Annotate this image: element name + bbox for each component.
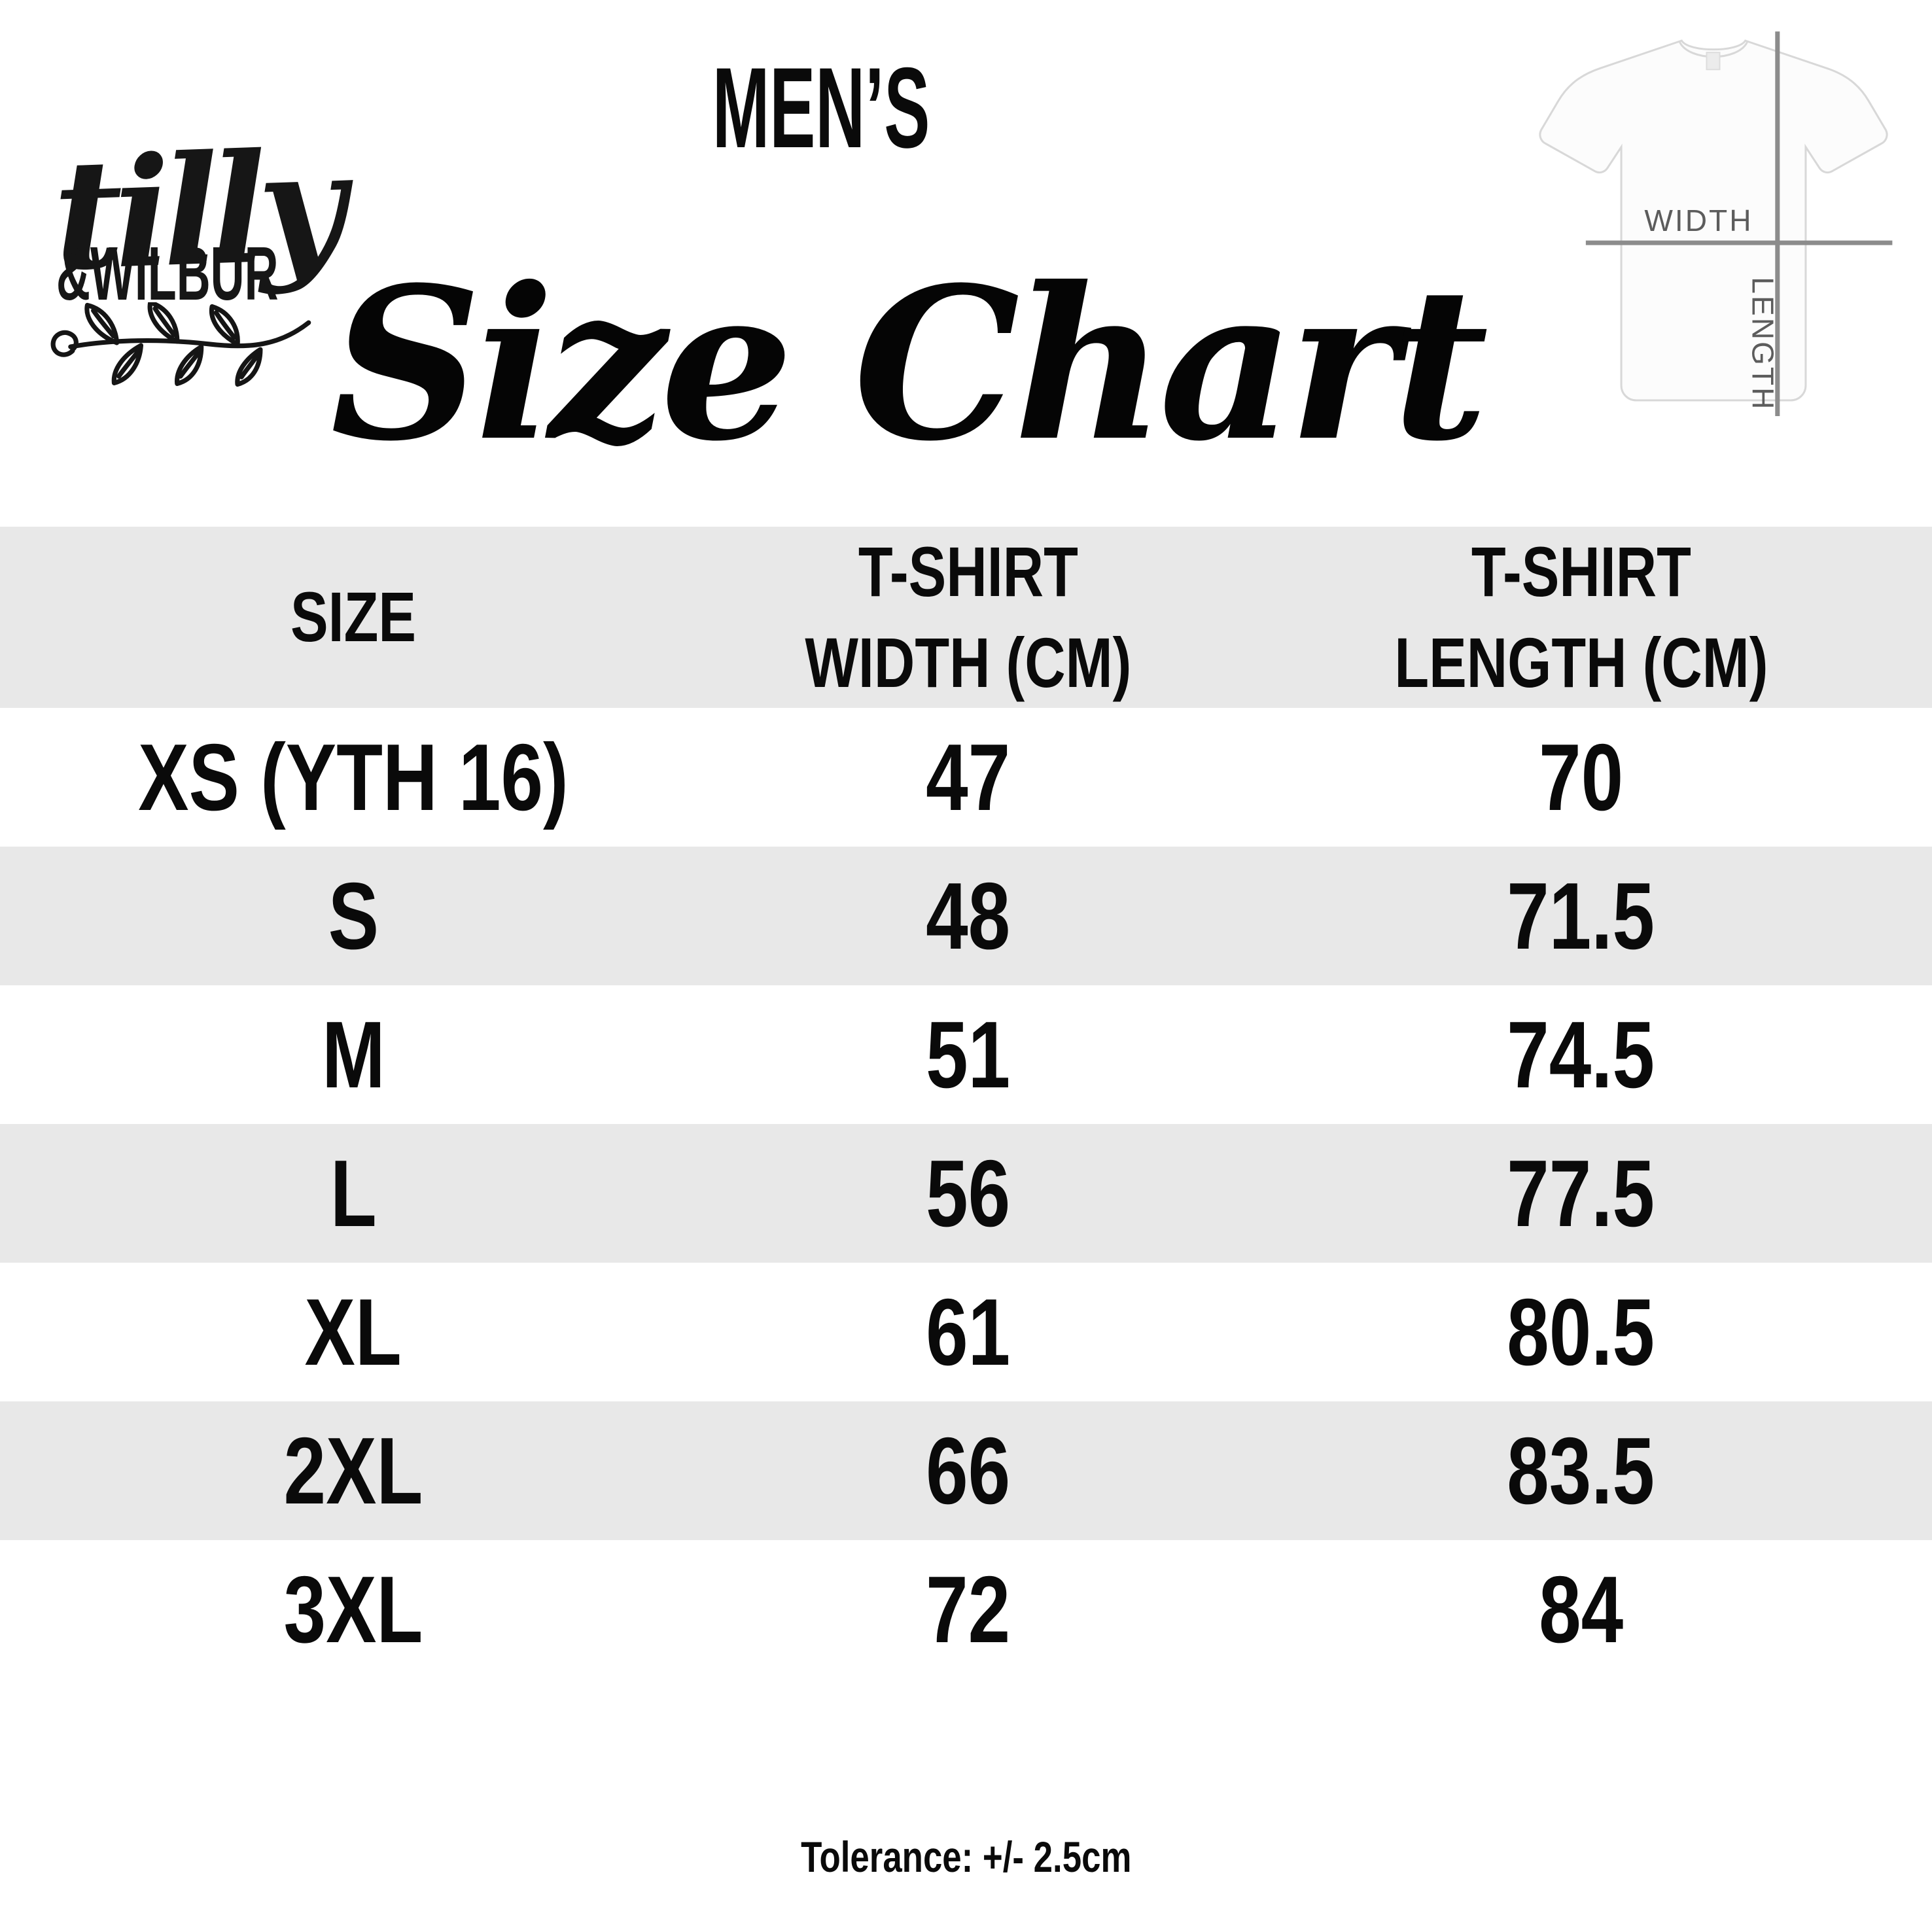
branch-leaf bbox=[209, 304, 240, 347]
size-cell-text: M bbox=[321, 1001, 385, 1108]
size-cell-text: 3XL bbox=[283, 1556, 423, 1662]
branch-leaf-vein bbox=[91, 308, 116, 339]
length-cell: 83.5 bbox=[1230, 1401, 1932, 1540]
width-cell: 61 bbox=[707, 1263, 1230, 1401]
size-cell-text: XL bbox=[304, 1278, 402, 1385]
branch-leaf bbox=[235, 347, 263, 387]
length-cell-text: 84 bbox=[1538, 1556, 1624, 1662]
length-cell: 80.5 bbox=[1230, 1263, 1932, 1401]
branch-leaf bbox=[175, 344, 204, 387]
width-cell-text: 66 bbox=[926, 1417, 1011, 1524]
branch-leaf-vein bbox=[152, 306, 177, 338]
table-row: L 56 77.5 bbox=[0, 1124, 1932, 1263]
size-cell: XS (YTH 16) bbox=[0, 708, 707, 847]
table-row: M 51 74.5 bbox=[0, 985, 1932, 1124]
size-cell: XL bbox=[0, 1263, 707, 1401]
category-heading: MEN’S bbox=[712, 44, 930, 172]
size-cell-text: S bbox=[328, 862, 379, 969]
table-header-row: SIZE T-SHIRT WIDTH (CM) T-SHIRT LENGTH (CM) bbox=[0, 527, 1932, 708]
page-title: Size Chart bbox=[330, 242, 1488, 487]
length-label: LENGTH bbox=[1746, 277, 1780, 411]
width-cell-text: 72 bbox=[926, 1556, 1011, 1662]
length-cell-text: 70 bbox=[1538, 724, 1624, 830]
column-header-2: T-SHIRT LENGTH (CM) bbox=[1230, 527, 1932, 708]
width-cell: 51 bbox=[707, 985, 1230, 1124]
length-cell-text: 74.5 bbox=[1507, 1001, 1655, 1108]
size-cell: S bbox=[0, 847, 707, 985]
table-row: S 48 71.5 bbox=[0, 847, 1932, 985]
tshirt-measurement-diagram: WIDTH LENGTH bbox=[1539, 31, 1893, 416]
length-cell-text: 83.5 bbox=[1507, 1417, 1655, 1524]
table-row: 3XL 72 84 bbox=[0, 1540, 1932, 1679]
branch-leaf bbox=[147, 302, 180, 344]
size-table: SIZE T-SHIRT WIDTH (CM) T-SHIRT LENGTH (CM) … bbox=[0, 527, 1932, 1679]
tshirt-neck-label bbox=[1706, 52, 1721, 71]
branch-leaf bbox=[111, 343, 144, 385]
width-cell-text: 48 bbox=[926, 862, 1011, 969]
width-cell-text: 61 bbox=[926, 1278, 1011, 1385]
width-cell: 56 bbox=[707, 1124, 1230, 1263]
width-cell: 47 bbox=[707, 708, 1230, 847]
size-cell: 3XL bbox=[0, 1540, 707, 1679]
table-row: XL 61 80.5 bbox=[0, 1263, 1932, 1401]
table-row: 2XL 66 83.5 bbox=[0, 1401, 1932, 1540]
table-row: XS (YTH 16) 47 70 bbox=[0, 708, 1932, 847]
size-cell-text: 2XL bbox=[283, 1417, 423, 1524]
size-cell: L bbox=[0, 1124, 707, 1263]
length-cell-text: 71.5 bbox=[1507, 862, 1655, 969]
branch-leaf bbox=[84, 302, 120, 345]
width-cell: 66 bbox=[707, 1401, 1230, 1540]
size-cell: 2XL bbox=[0, 1401, 707, 1540]
length-cell-text: 77.5 bbox=[1507, 1140, 1655, 1246]
column-header-text: T-SHIRT WIDTH (CM) bbox=[805, 532, 1132, 702]
width-cell-text: 51 bbox=[926, 1001, 1011, 1108]
laurel-branch-icon bbox=[50, 302, 311, 387]
size-cell-text: XS (YTH 16) bbox=[138, 724, 569, 830]
column-header-1: T-SHIRT WIDTH (CM) bbox=[707, 527, 1230, 708]
width-cell-text: 47 bbox=[926, 724, 1011, 830]
width-cell: 48 bbox=[707, 847, 1230, 985]
length-cell: 71.5 bbox=[1230, 847, 1932, 985]
column-header-0: SIZE bbox=[0, 527, 707, 708]
width-cell: 72 bbox=[707, 1540, 1230, 1679]
brand-name-caps: &WILBUR bbox=[56, 231, 279, 316]
length-cell: 70 bbox=[1230, 708, 1932, 847]
tshirt-outline bbox=[1539, 39, 1888, 402]
length-cell: 77.5 bbox=[1230, 1124, 1932, 1263]
branch-leaf-vein bbox=[116, 349, 140, 379]
column-header-text: SIZE bbox=[290, 577, 417, 657]
table-body: XS (YTH 16) 47 70 S 48 71.5 M 51 74.5 L 56 77.5 XL 61… bbox=[0, 708, 1932, 1679]
branch-stem bbox=[68, 320, 311, 349]
width-cell-text: 56 bbox=[926, 1140, 1011, 1246]
length-cell: 74.5 bbox=[1230, 985, 1932, 1124]
size-cell-text: L bbox=[330, 1140, 377, 1246]
tolerance-note: Tolerance: +/- 2.5cm bbox=[800, 1833, 1132, 1881]
column-header-text: T-SHIRT LENGTH (CM) bbox=[1394, 532, 1768, 702]
size-cell: M bbox=[0, 985, 707, 1124]
length-cell: 84 bbox=[1230, 1540, 1932, 1679]
branch-leaf-vein bbox=[178, 351, 201, 379]
branch-spiral bbox=[50, 330, 79, 357]
branch-leaf-vein bbox=[239, 353, 260, 379]
length-cell-text: 80.5 bbox=[1507, 1278, 1655, 1385]
branch-leaf-vein bbox=[213, 310, 237, 340]
width-label: WIDTH bbox=[1644, 203, 1753, 237]
